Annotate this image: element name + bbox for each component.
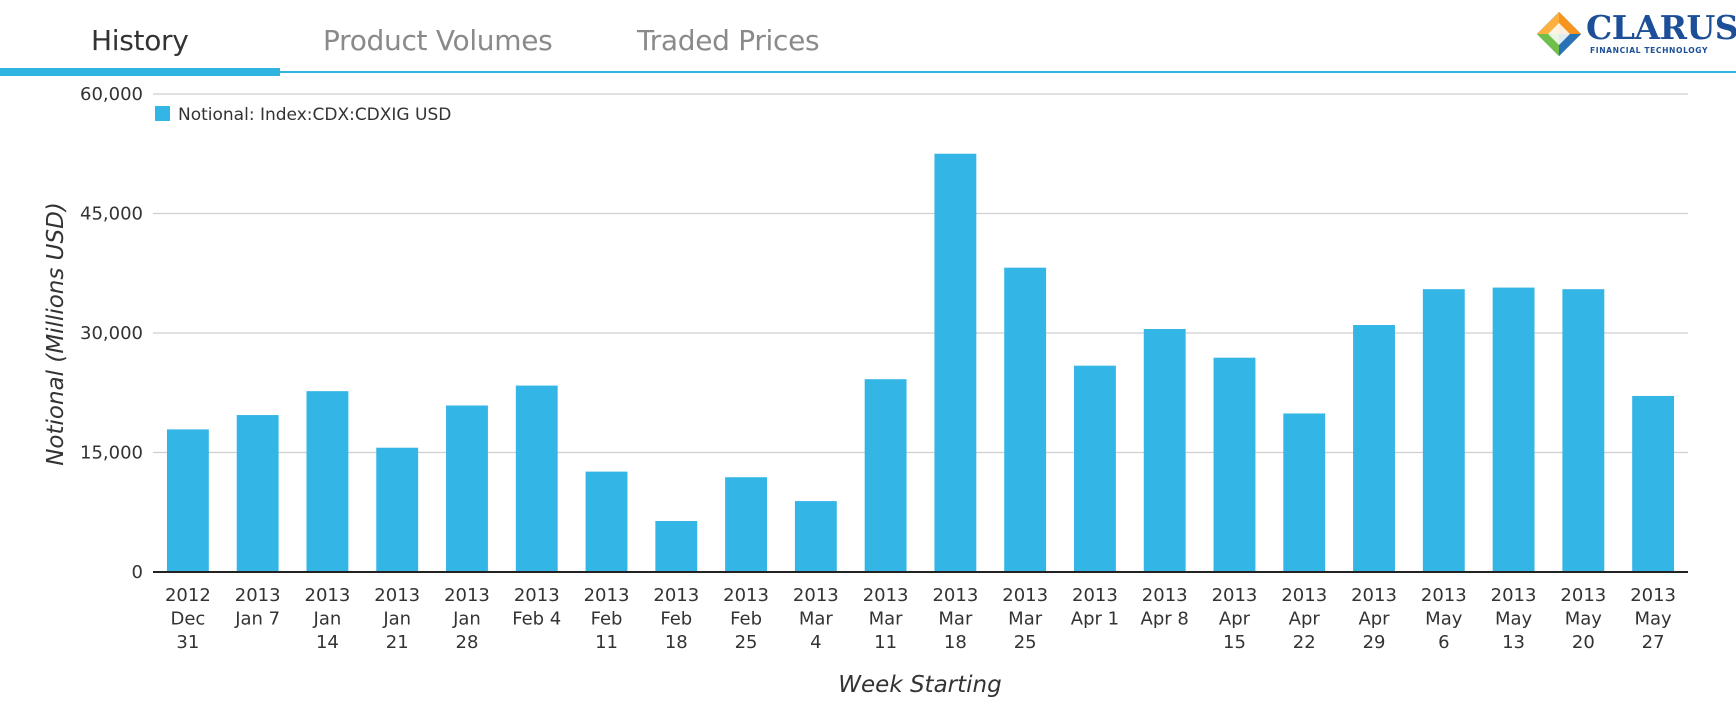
diamond-logo-icon <box>1537 12 1581 56</box>
legend-label: Notional: Index:CDX:CDXIG USD <box>178 105 451 125</box>
x-tick-label: 2013 Apr 15 <box>1212 585 1258 653</box>
bars <box>166 153 1675 572</box>
x-tick-label: 2013 Mar 18 <box>932 585 978 653</box>
bar[interactable] <box>1074 365 1116 572</box>
active-tab-indicator <box>0 68 280 76</box>
legend-swatch <box>155 106 170 121</box>
y-tick-label: 0 <box>132 562 143 583</box>
x-tick-label: 2013 Feb 11 <box>584 585 630 653</box>
y-axis-ticks: 0 15,000 30,000 45,000 60,000 <box>80 84 143 583</box>
bar[interactable] <box>1492 287 1535 572</box>
x-tick-label: 2013 Jan 14 <box>305 585 351 653</box>
tab-divider <box>0 71 1736 73</box>
x-tick-label: 2013 Apr 22 <box>1281 585 1327 653</box>
bar[interactable] <box>376 447 419 572</box>
tab-product-volumes[interactable]: Product Volumes <box>323 24 553 57</box>
bar[interactable] <box>306 391 349 572</box>
bar[interactable] <box>1422 289 1465 572</box>
x-tick-label: 2013 Apr 1 <box>1071 585 1119 630</box>
bar[interactable] <box>794 501 837 572</box>
bar[interactable] <box>236 415 279 572</box>
bar[interactable] <box>1213 357 1256 572</box>
x-tick-label: 2012 Dec 31 <box>165 585 211 653</box>
y-tick-label: 60,000 <box>80 84 143 105</box>
tab-bar: History Product Volumes Traded Prices <box>0 0 1736 76</box>
bar[interactable] <box>515 385 558 572</box>
x-tick-label: 2013 Mar 11 <box>863 585 909 653</box>
legend[interactable]: Notional: Index:CDX:CDXIG USD <box>155 105 451 125</box>
x-tick-label: 2013 May 20 <box>1560 585 1606 653</box>
logo-wordmark: CLARUS <box>1586 8 1736 47</box>
bar[interactable] <box>1632 395 1675 572</box>
bar[interactable] <box>1283 413 1326 572</box>
x-tick-label: 2013 Mar 4 <box>793 585 839 653</box>
bar[interactable] <box>585 471 628 572</box>
y-tick-label: 30,000 <box>80 323 143 344</box>
bar[interactable] <box>1004 267 1047 572</box>
bar[interactable] <box>1143 329 1186 572</box>
bar[interactable] <box>446 405 488 572</box>
bar[interactable] <box>166 429 209 572</box>
bar[interactable] <box>934 153 977 572</box>
bar[interactable] <box>655 521 698 572</box>
y-tick-label: 45,000 <box>80 204 143 225</box>
x-tick-label: 2013 Apr 29 <box>1351 585 1397 653</box>
x-axis-ticks: 2012 Dec 31 2013 Jan 7 2013 Jan 14 2013 Jan 21 2013… <box>165 585 1676 653</box>
x-tick-label: 2013 May 13 <box>1491 585 1537 653</box>
clarus-logo: CLARUS FINANCIAL TECHNOLOGY <box>1536 8 1736 58</box>
x-tick-label: 2013 May 6 <box>1421 585 1467 653</box>
bar[interactable] <box>725 477 767 572</box>
tab-traded-prices[interactable]: Traded Prices <box>637 24 820 57</box>
x-tick-label: 2013 Apr 8 <box>1141 585 1189 630</box>
x-axis-title: Week Starting <box>838 672 1001 698</box>
x-tick-label: 2013 Feb 4 <box>512 585 561 630</box>
x-tick-label: 2013 May 27 <box>1630 585 1676 653</box>
x-tick-label: 2013 Jan 21 <box>374 585 420 653</box>
y-tick-label: 15,000 <box>80 443 143 464</box>
bar[interactable] <box>1562 289 1605 572</box>
x-tick-label: 2013 Feb 18 <box>653 585 699 653</box>
tab-history[interactable]: History <box>91 24 189 57</box>
bar[interactable] <box>1353 325 1395 572</box>
x-tick-label: 2013 Jan 7 <box>234 585 280 630</box>
x-tick-label: 2013 Jan 28 <box>444 585 490 653</box>
x-tick-label: 2013 Feb 25 <box>723 585 769 653</box>
y-axis-title: Notional (Millions USD) <box>43 202 69 466</box>
x-tick-label: 2013 Mar 25 <box>1002 585 1048 653</box>
logo-subtitle: FINANCIAL TECHNOLOGY <box>1590 46 1709 55</box>
bar[interactable] <box>864 379 907 572</box>
